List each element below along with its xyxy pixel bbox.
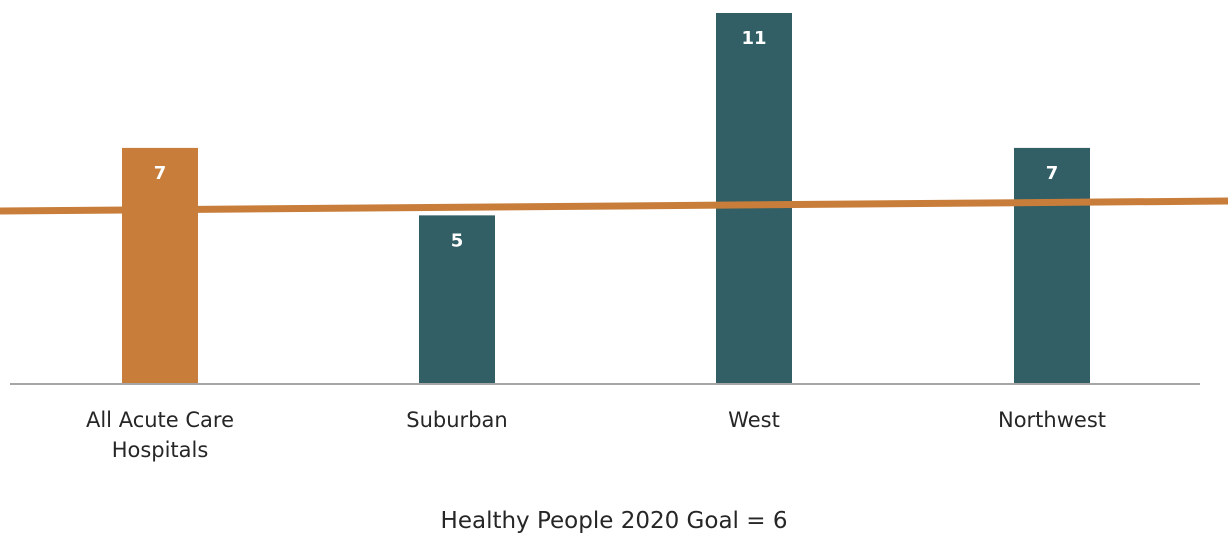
goal-label: Healthy People 2020 Goal = 6 xyxy=(440,508,788,534)
bar-value-label: 7 xyxy=(1046,163,1059,184)
bar-value-label: 7 xyxy=(154,163,167,184)
bar-northwest xyxy=(1014,147,1090,384)
category-label: All Acute Care Hospitals xyxy=(85,408,234,462)
bar-west xyxy=(716,13,792,384)
bar-all-acute-care-hospitals xyxy=(122,147,198,384)
category-label: Northwest xyxy=(997,408,1106,432)
bar-value-label: 5 xyxy=(451,230,464,251)
bar-suburban xyxy=(419,215,495,384)
category-label: West xyxy=(728,408,780,432)
bar-value-label: 11 xyxy=(741,28,766,49)
category-label: Suburban xyxy=(406,408,508,432)
goal-line xyxy=(0,197,1228,215)
